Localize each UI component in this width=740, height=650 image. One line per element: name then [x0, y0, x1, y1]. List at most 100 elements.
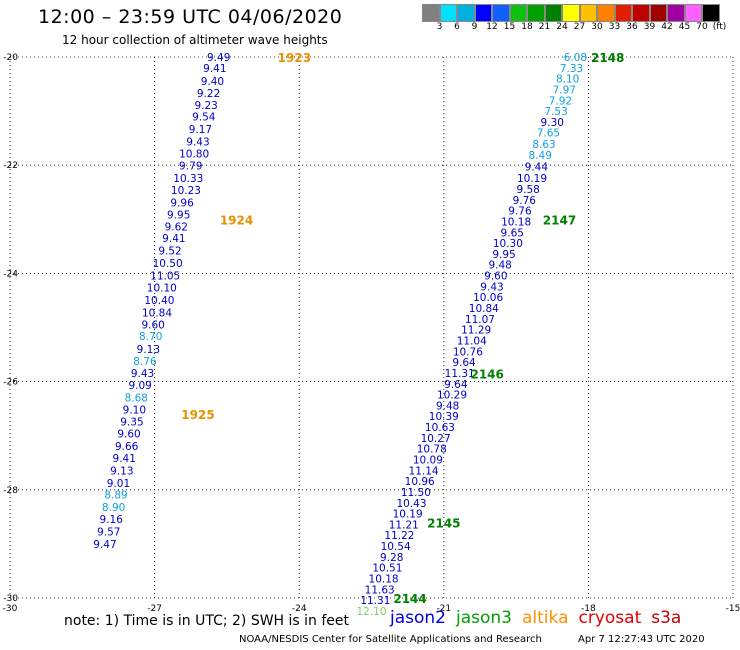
scale-tick-label: 33 — [608, 22, 621, 32]
wave-height-label: 9.35 — [120, 417, 143, 429]
wave-height-label: 9.41 — [162, 233, 185, 245]
wave-height-label: 10.29 — [437, 390, 467, 402]
wave-height-label: 9.01 — [107, 478, 130, 490]
wave-height-label: 8.76 — [133, 356, 157, 368]
legend-item-s3a: s3a — [651, 608, 682, 628]
wave-height-label: 11.07 — [465, 314, 495, 326]
wave-height-label: 9.54 — [192, 112, 216, 124]
scale-swatch — [597, 4, 615, 22]
scale-tick-label: 45 — [678, 22, 691, 32]
wave-height-label: 8.49 — [529, 150, 552, 162]
scale-swatch — [562, 4, 580, 22]
wave-height-label: 10.40 — [144, 295, 174, 307]
pass-time-label: 1925 — [181, 408, 214, 422]
scale-swatch — [492, 4, 510, 22]
lat-tick-label: -28 — [3, 486, 18, 496]
wave-height-label: 11.50 — [401, 487, 431, 499]
wave-height-label: 9.43 — [480, 281, 503, 293]
wave-height-label: 9.58 — [516, 184, 539, 196]
satellite-legend: jason2 jason3 altika cryosat s3a — [390, 608, 681, 628]
wave-height-label: 8.63 — [532, 139, 555, 151]
wave-height-label: 9.43 — [186, 136, 209, 148]
wave-height-label: 9.43 — [131, 368, 154, 380]
wave-height-label: 9.60 — [484, 271, 507, 283]
lon-tick-label: -24 — [292, 604, 307, 614]
scale-tick-label: 12 — [486, 22, 498, 32]
wave-height-label: 9.95 — [167, 209, 190, 221]
wave-height-label: 11.22 — [384, 530, 414, 542]
wave-height-label: 9.96 — [170, 198, 194, 210]
wave-height-label: 9.40 — [201, 76, 224, 88]
wave-height-label: 9.23 — [194, 100, 217, 112]
wave-height-label: 10.09 — [413, 455, 443, 467]
scale-swatch — [527, 4, 545, 22]
wave-height-label: 10.78 — [417, 444, 447, 456]
wave-height-label: 8.68 — [125, 392, 148, 404]
scale-swatch — [667, 4, 685, 22]
wave-height-label: 11.14 — [409, 465, 439, 477]
wave-height-label: 9.10 — [123, 405, 146, 417]
wave-height-label: 11.29 — [461, 325, 491, 337]
scale-swatch — [632, 4, 650, 22]
scale-swatch — [439, 4, 457, 22]
wave-height-label: 10.96 — [405, 476, 435, 488]
wave-height-label: 10.84 — [142, 307, 172, 319]
wave-height-label: 9.13 — [137, 344, 160, 356]
wave-height-label: 8.70 — [139, 331, 162, 343]
wave-height-label: 9.44 — [525, 161, 549, 173]
wave-height-label: 10.51 — [372, 563, 402, 575]
wave-height-label: 9.30 — [541, 117, 564, 129]
wave-height-label: 10.19 — [517, 173, 547, 185]
wave-height-label: 8.90 — [102, 502, 125, 514]
wave-height-label: 10.39 — [429, 411, 459, 423]
wave-height-label: 7.92 — [549, 95, 572, 107]
scale-tick-label: 30 — [591, 22, 603, 32]
wave-height-label: 9.64 — [444, 379, 468, 391]
lat-tick-label: -30 — [3, 594, 18, 604]
wave-height-label: 8.10 — [556, 74, 579, 86]
wave-height-label: 9.48 — [436, 400, 459, 412]
scale-tick-label: 27 — [573, 22, 586, 32]
lon-tick-label: -30 — [3, 604, 18, 614]
pass-time-label: 1923 — [278, 51, 311, 65]
lon-tick-label: -15 — [726, 604, 740, 614]
wave-height-label: 9.17 — [189, 124, 212, 136]
wave-height-label: 9.76 — [508, 206, 532, 218]
lon-tick-label: -21 — [436, 604, 451, 614]
scale-tick-label: 42 — [661, 22, 673, 32]
pass-time-label: 2144 — [393, 592, 426, 606]
map-subtitle: 12 hour collection of altimeter wave hei… — [62, 33, 328, 47]
wave-height-label: 9.95 — [492, 249, 515, 261]
legend-item-jason2: jason2 — [390, 608, 446, 628]
scale-tick-label: 6 — [454, 22, 460, 32]
pass-time-label: 1924 — [220, 213, 253, 227]
wave-height-label: 10.18 — [501, 216, 531, 228]
wave-height-label: 7.33 — [560, 63, 583, 75]
wave-height-label: 9.60 — [117, 429, 140, 441]
credit-line: NOAA/NESDIS Center for Satellite Applica… — [239, 634, 542, 645]
scale-tick-label: 39 — [643, 22, 656, 32]
wave-height-label: 9.41 — [203, 63, 226, 75]
footnote: note: 1) Time is in UTC; 2) SWH is in fe… — [64, 613, 350, 629]
wave-height-label: 9.76 — [513, 195, 537, 207]
legend-item-jason3: jason3 — [456, 608, 512, 628]
wave-height-label: 10.23 — [171, 185, 201, 197]
pass-time-label: 2146 — [470, 367, 503, 381]
wave-height-label: 11.21 — [389, 519, 419, 531]
scale-swatch — [684, 4, 702, 22]
wave-height-label: 9.16 — [100, 514, 124, 526]
wave-height-label: 10.19 — [393, 509, 423, 521]
wave-height-label: 9.66 — [115, 441, 139, 453]
scale-swatch — [422, 4, 440, 22]
scale-swatch — [544, 4, 562, 22]
wave-height-label: 9.13 — [110, 465, 133, 477]
wave-height-label: 10.06 — [473, 292, 503, 304]
wave-height-label: 9.22 — [197, 88, 220, 100]
wave-height-label: 11.31 — [445, 368, 475, 380]
wave-height-label: 11.04 — [457, 335, 487, 347]
scale-swatch — [649, 4, 667, 22]
wave-height-label: 9.52 — [158, 246, 181, 258]
generated-timestamp: Apr 7 12:27:43 UTC 2020 — [578, 634, 705, 645]
wave-height-label: 11.31 — [360, 595, 390, 607]
